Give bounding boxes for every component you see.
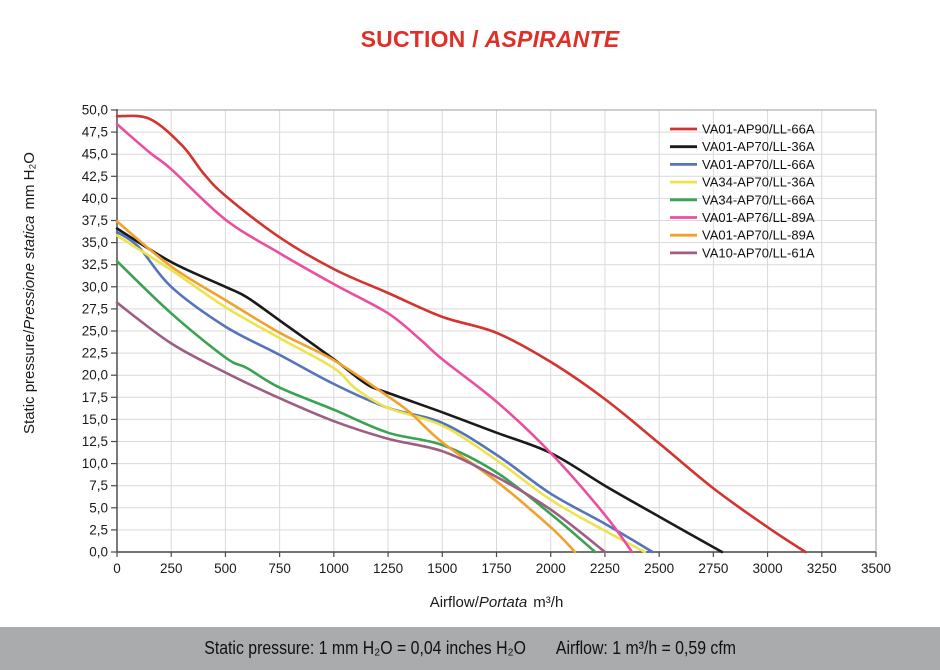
- x-tick-label: 3500: [861, 561, 891, 576]
- x-tick-label: 2500: [644, 561, 674, 576]
- legend-label: VA01-AP70/LL-66A: [702, 157, 815, 172]
- y-tick-label: 42,5: [82, 169, 108, 184]
- y-tick-label: 45,0: [82, 147, 108, 162]
- y-tick-label: 20,0: [82, 368, 108, 383]
- x-axis-title: Airflow/Portata m³/h: [430, 594, 564, 611]
- y-tick-label: 30,0: [82, 279, 108, 294]
- x-tick-label: 1750: [481, 561, 511, 576]
- series-curve-va01-ap70-ll-89a: [115, 220, 577, 554]
- y-tick-label: 25,0: [82, 324, 108, 339]
- y-tick-label: 27,5: [82, 301, 108, 316]
- legend-label: VA34-AP70/LL-66A: [702, 192, 815, 207]
- y-tick-label: 2,5: [89, 522, 108, 537]
- series-curve-va01-ap70-ll-66a: [115, 230, 654, 554]
- x-tick-label: 2250: [590, 561, 620, 576]
- series-curve-va01-ap90-ll-66a: [115, 114, 807, 554]
- x-tick-label: 3250: [807, 561, 837, 576]
- x-tick-label: 2750: [698, 561, 728, 576]
- x-tick-label: 750: [268, 561, 291, 576]
- legend-label: VA01-AP90/LL-66A: [702, 122, 815, 137]
- fan-performance-chart: 0 250 500 750 1000 1250 1500 1750 2000 2250 2500 27…: [21, 103, 891, 612]
- y-tick-label: 37,5: [82, 213, 108, 228]
- y-tick-label: 7,5: [89, 478, 108, 493]
- y-tick-label: 22,5: [82, 346, 108, 361]
- legend-label: VA34-AP70/LL-36A: [702, 175, 815, 190]
- legend-label: VA01-AP76/LL-89A: [702, 210, 815, 225]
- title-italic: ASPIRANTE: [484, 26, 620, 52]
- x-tick-label: 1250: [373, 561, 403, 576]
- y-tick-label: 50,0: [82, 103, 108, 118]
- series-curve-va34-ap70-ll-36a: [115, 234, 647, 554]
- series-curve-va10-ap70-ll-61a: [115, 301, 607, 554]
- title-main: SUCTION /: [360, 26, 479, 52]
- footer-pressure-note: Static pressure: 1 mm H₂O = 0,04 inches …: [204, 638, 526, 658]
- x-tick-label: 2000: [536, 561, 566, 576]
- y-tick-label: 15,0: [82, 412, 108, 427]
- y-tick-label: 47,5: [82, 125, 108, 140]
- y-tick-label: 35,0: [82, 235, 108, 250]
- series-curve-va01-ap76-ll-89a: [115, 122, 634, 554]
- y-tick-label: 32,5: [82, 257, 108, 272]
- x-tick-label: 1000: [319, 561, 349, 576]
- y-tick-label: 5,0: [89, 500, 108, 515]
- footer-notes: Static pressure: 1 mm H₂O = 0,04 inches …: [204, 638, 736, 659]
- footer-airflow-note: Airflow: 1 m³/h = 0,59 cfm: [555, 638, 736, 658]
- x-tick-label: 0: [113, 561, 121, 576]
- y-axis-title: Static pressure/Pressione staticamm H₂O: [21, 152, 38, 434]
- y-tick-label: 12,5: [82, 434, 108, 449]
- legend-label: VA01-AP70/LL-89A: [702, 228, 815, 243]
- footer-bar: Static pressure: 1 mm H₂O = 0,04 inches …: [0, 627, 940, 670]
- y-tick-label: 10,0: [82, 456, 108, 471]
- x-tick-label: 500: [214, 561, 237, 576]
- y-tick-label: 0,0: [89, 545, 108, 560]
- series-curve-va34-ap70-ll-66a: [115, 259, 597, 554]
- page-title: SUCTION / ASPIRANTE: [0, 26, 940, 53]
- x-tick-label: 250: [160, 561, 183, 576]
- x-tick-label: 1500: [427, 561, 457, 576]
- legend-label: VA01-AP70/LL-36A: [702, 139, 815, 154]
- y-tick-label: 40,0: [82, 191, 108, 206]
- y-tick-label: 17,5: [82, 390, 108, 405]
- legend-label: VA10-AP70/LL-61A: [702, 245, 815, 260]
- x-tick-label: 3000: [753, 561, 783, 576]
